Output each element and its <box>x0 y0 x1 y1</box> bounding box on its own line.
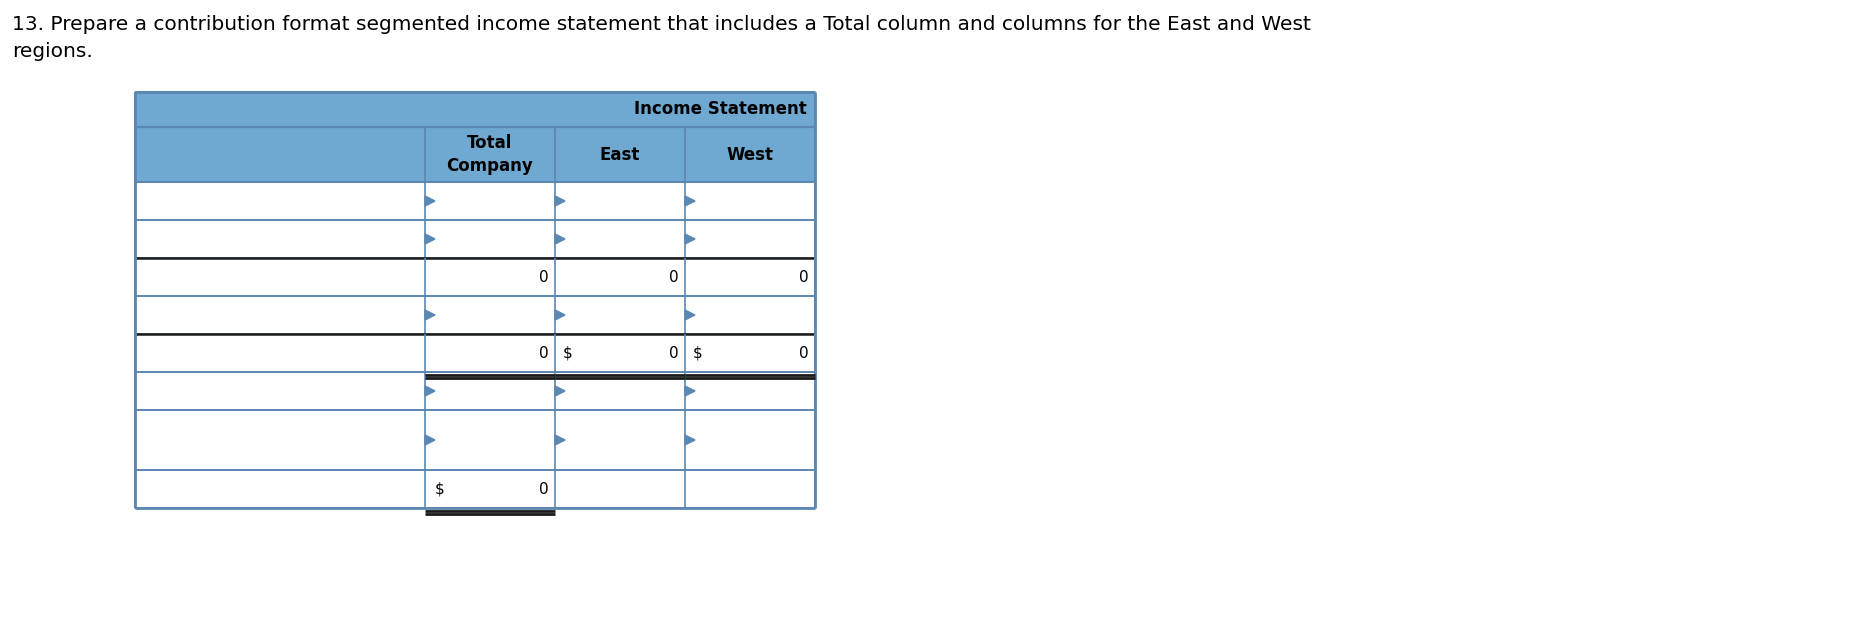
Bar <box>135 220 425 258</box>
Bar <box>684 258 816 296</box>
Bar <box>135 182 425 220</box>
Text: Income Statement: Income Statement <box>634 101 806 119</box>
Text: regions.: regions. <box>11 42 93 61</box>
Polygon shape <box>684 310 695 320</box>
Text: $: $ <box>564 345 573 361</box>
Text: $: $ <box>693 345 703 361</box>
Bar <box>684 334 816 372</box>
Bar <box>684 372 816 410</box>
Bar <box>135 372 425 410</box>
Bar <box>684 182 816 220</box>
Text: $: $ <box>436 481 445 496</box>
Bar <box>554 296 684 334</box>
Text: East: East <box>601 146 640 164</box>
Bar <box>135 296 425 334</box>
Polygon shape <box>554 386 565 396</box>
Bar <box>554 470 684 508</box>
Text: 13. Prepare a contribution format segmented income statement that includes a Tot: 13. Prepare a contribution format segmen… <box>11 15 1311 34</box>
Bar <box>135 334 425 372</box>
Text: 0: 0 <box>669 269 679 284</box>
Polygon shape <box>684 386 695 396</box>
Bar <box>135 470 425 508</box>
Bar <box>684 220 816 258</box>
Polygon shape <box>554 234 565 244</box>
Polygon shape <box>684 196 695 206</box>
Bar <box>425 220 554 258</box>
Bar <box>554 372 684 410</box>
Bar <box>554 410 684 470</box>
Bar <box>554 220 684 258</box>
Bar <box>135 92 816 127</box>
Text: West: West <box>727 146 773 164</box>
Text: 0: 0 <box>540 481 549 496</box>
Bar <box>425 296 554 334</box>
Bar <box>425 410 554 470</box>
Bar <box>684 470 816 508</box>
Polygon shape <box>554 310 565 320</box>
Text: 0: 0 <box>540 345 549 361</box>
Polygon shape <box>425 435 436 445</box>
Bar <box>684 410 816 470</box>
Text: 0: 0 <box>799 345 808 361</box>
Polygon shape <box>425 386 436 396</box>
Polygon shape <box>684 435 695 445</box>
Bar <box>135 410 425 470</box>
Bar <box>135 258 425 296</box>
Text: Total
Company: Total Company <box>447 134 534 175</box>
Text: 0: 0 <box>540 269 549 284</box>
Bar <box>684 296 816 334</box>
Bar <box>135 127 816 182</box>
Bar <box>554 334 684 372</box>
Text: 0: 0 <box>669 345 679 361</box>
Bar <box>425 258 554 296</box>
Polygon shape <box>554 196 565 206</box>
Bar <box>554 258 684 296</box>
Polygon shape <box>425 196 436 206</box>
Polygon shape <box>684 234 695 244</box>
Bar <box>425 182 554 220</box>
Bar <box>425 334 554 372</box>
Bar <box>425 470 554 508</box>
Polygon shape <box>425 310 436 320</box>
Text: 0: 0 <box>799 269 808 284</box>
Polygon shape <box>425 234 436 244</box>
Polygon shape <box>554 435 565 445</box>
Bar <box>554 182 684 220</box>
Bar <box>425 372 554 410</box>
